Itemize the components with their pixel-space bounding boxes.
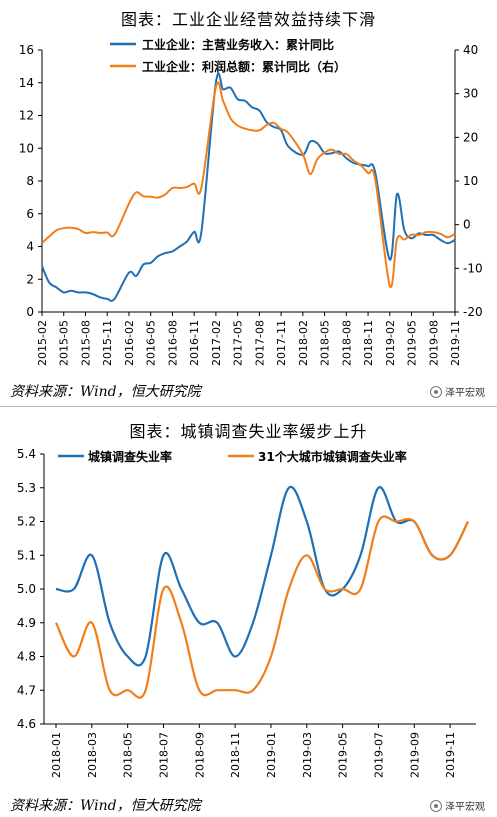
y-tick-label: 4.9 [17,616,36,630]
x-tick-label: 2019-02 [384,320,397,366]
x-tick-label: 2018-05 [319,320,332,366]
profit-growth-line [41,81,456,289]
y-tick-label-left: 8 [26,174,34,188]
x-tick-label: 2018-07 [157,732,170,778]
x-tick-label: 2016-08 [166,320,179,366]
y-tick-label-right: -20 [463,305,483,319]
x-tick-label: 2016-02 [123,320,136,366]
x-tick-label: 2019-08 [427,320,440,366]
y-tick-label-left: 12 [19,109,34,123]
chart-separator [0,406,497,407]
y-tick-label-right: 40 [463,43,478,57]
legend-label: 31个大城市城镇调查失业率 [258,449,407,464]
y-tick-label-left: 14 [19,76,34,90]
legend-label: 工业企业：利润总额：累计同比（右） [142,59,346,74]
big-city-unemployment-line [55,515,469,699]
y-tick-label: 5.0 [17,582,36,596]
y-tick-label: 5.3 [17,481,36,495]
y-tick-label-left: 0 [26,305,34,319]
y-tick-label-right: 10 [463,174,478,188]
x-tick-label: 2017-11 [275,320,288,366]
watermark-label: 泽平宏观 [445,802,485,813]
x-tick-label: 2019-11 [444,732,457,778]
y-tick-label: 4.8 [17,650,36,664]
wechat-icon [430,799,442,812]
x-tick-label: 2017-02 [210,320,223,366]
y-tick-label-right: 30 [463,87,478,101]
y-tick-label-left: 2 [26,272,34,286]
x-tick-label: 2019-03 [301,732,314,778]
y-tick-label-right: 0 [463,218,471,232]
x-tick-label: 2019-01 [265,732,278,778]
x-tick-label: 2018-03 [86,732,99,778]
y-tick-label: 4.6 [17,717,36,731]
y-tick-label-right: -10 [463,261,483,275]
x-tick-label: 2018-09 [193,732,206,778]
chart1-source: 资料来源：Wind，恒大研究院 [10,384,201,400]
y-tick-label-left: 10 [19,141,34,155]
x-tick-label: 2018-05 [122,732,135,778]
x-tick-label: 2019-05 [406,320,419,366]
revenue-profit-chart: 0 2 4 6 8 10 12 14 16 -20 -10 0 10 20 30 40 2015-02 2015-… [19,37,483,366]
y-tick-label-left: 16 [19,43,34,57]
x-tick-label: 2019-11 [449,320,462,366]
x-tick-label: 2019-09 [408,732,421,778]
watermark-label: 泽平宏观 [445,388,485,399]
x-tick-label: 2015-08 [79,320,92,366]
y-tick-label: 5.1 [17,548,36,562]
chart2-watermark: 泽平宏观 [430,798,485,813]
unemployment-chart: 4.6 4.7 4.8 4.9 5.0 5.1 5.2 5.3 5.4 2018-01 2018-0… [17,447,476,778]
x-tick-label: 2016-05 [145,320,158,366]
chart1-title: 图表：工业企业经营效益持续下滑 [120,10,376,29]
urban-unemployment-line [55,485,469,667]
x-tick-label: 2015-02 [36,320,49,366]
legend-label: 城镇调查失业率 [88,449,172,464]
y-tick-label-right: 20 [463,130,478,144]
y-tick-label: 4.7 [17,683,36,697]
y-tick-label-left: 4 [26,240,34,254]
x-tick-label: 2018-11 [229,732,242,778]
x-tick-label: 2018-02 [297,320,310,366]
x-tick-label: 2019-05 [337,732,350,778]
chart1-watermark: 泽平宏观 [430,384,485,399]
revenue-growth-line [41,72,456,302]
x-tick-label: 2016-11 [188,320,201,366]
x-tick-label: 2015-05 [58,320,71,366]
x-tick-label: 2018-08 [340,320,353,366]
x-tick-label: 2019-07 [372,732,385,778]
x-tick-label: 2018-11 [362,320,375,366]
y-tick-label: 5.4 [17,447,36,461]
chart2-title: 图表：城镇调查失业率缓步上升 [129,422,368,441]
x-tick-label: 2017-05 [232,320,245,366]
x-tick-label: 2015-11 [101,320,114,366]
y-tick-label: 5.2 [17,515,36,529]
legend-label: 工业企业：主营业务收入：累计同比 [142,37,334,52]
x-tick-label: 2017-08 [253,320,266,366]
chart2-source: 资料来源：Wind，恒大研究院 [10,798,201,814]
y-tick-label-left: 6 [26,207,34,221]
wechat-icon [430,385,442,398]
x-tick-label: 2018-01 [50,732,63,778]
